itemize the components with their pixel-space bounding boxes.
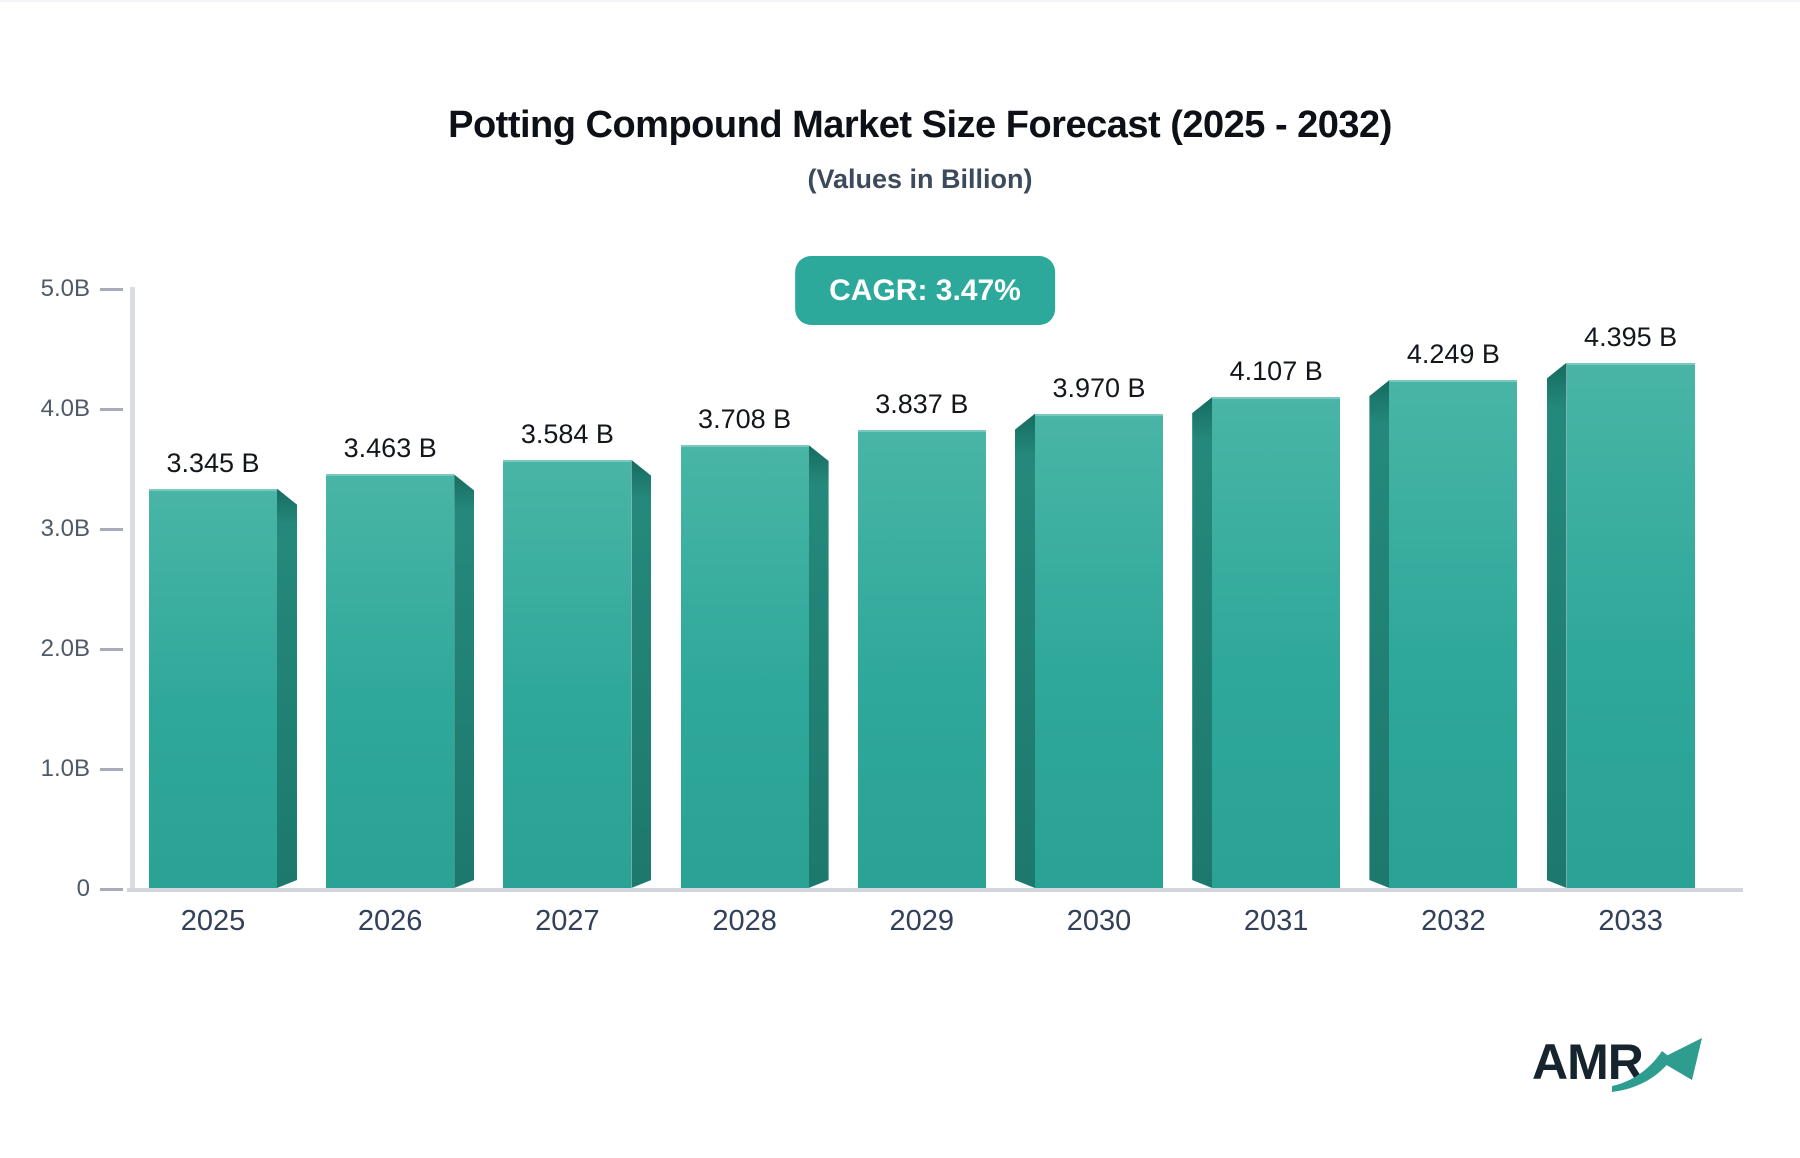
amr-logo: AMR: [1532, 1032, 1712, 1112]
bar-value-label: 4.107 B: [1229, 356, 1323, 387]
y-tick-dash: [100, 647, 123, 651]
x-category-label: 2032: [1421, 905, 1486, 937]
bar-3d-side: [809, 445, 829, 888]
bar-value-label: 3.837 B: [875, 388, 969, 419]
y-tick-dash: [100, 407, 123, 411]
x-category-label: 2027: [535, 905, 600, 937]
bar-2028: [680, 445, 809, 888]
y-tick-label: 3.0B: [40, 515, 90, 542]
bar-2027: [503, 459, 632, 888]
x-category-label: 2033: [1598, 905, 1663, 937]
bar-3d-side: [1369, 380, 1389, 888]
bar-3d-side: [454, 474, 474, 888]
x-category-label: 2029: [889, 905, 955, 937]
y-tick-label: 1.0B: [40, 755, 90, 782]
x-category-label: 2031: [1243, 905, 1309, 937]
bar-3d-side: [631, 460, 651, 888]
chart-subtitle: (Values in Billion): [807, 164, 1033, 194]
y-tick-label: 4.0B: [40, 395, 90, 422]
chart-title: Potting Compound Market Size Forecast (2…: [448, 104, 1392, 146]
y-tick-label: 2.0B: [40, 635, 90, 662]
bar-value-label: 3.345 B: [166, 447, 260, 478]
bar-3d-side: [1015, 414, 1035, 888]
bar-2030: [1035, 413, 1163, 888]
bar-value-label: 3.970 B: [1052, 372, 1146, 403]
bar-value-label: 3.708 B: [698, 404, 792, 435]
y-tick-label: 5.0B: [40, 275, 90, 302]
bar-value-label: 3.463 B: [343, 433, 437, 464]
bar-2026: [326, 474, 455, 888]
bar-2033: [1566, 362, 1695, 888]
x-category-label: 2028: [712, 905, 777, 937]
bar-value-label: 4.249 B: [1406, 339, 1500, 370]
bar-3d-side: [277, 489, 297, 888]
amr-logo-text: AMR: [1532, 1034, 1644, 1090]
y-tick-dash: [100, 287, 123, 291]
bar-2032: [1389, 380, 1518, 888]
y-tick-label: 0: [76, 875, 90, 902]
x-category-label: 2026: [357, 905, 423, 937]
cagr-badge: CAGR: 3.47%: [795, 256, 1055, 325]
bar-3d-side: [1192, 397, 1212, 888]
growth-arrow-icon: [1612, 1038, 1702, 1092]
y-axis-line: [130, 287, 135, 892]
bar-2029: [857, 429, 986, 888]
x-category-label: 2025: [180, 905, 246, 937]
x-axis-line: [127, 888, 1743, 892]
y-tick-dash: [100, 887, 123, 891]
x-category-label: 2030: [1066, 905, 1132, 937]
bar-value-label: 3.584 B: [520, 418, 614, 449]
bar-2025: [149, 488, 277, 888]
bar-3d-side: [1547, 363, 1567, 888]
y-tick-dash: [100, 767, 123, 771]
bar-2031: [1212, 397, 1341, 888]
y-tick-dash: [100, 527, 123, 531]
bar-value-label: 4.395 B: [1584, 321, 1678, 352]
